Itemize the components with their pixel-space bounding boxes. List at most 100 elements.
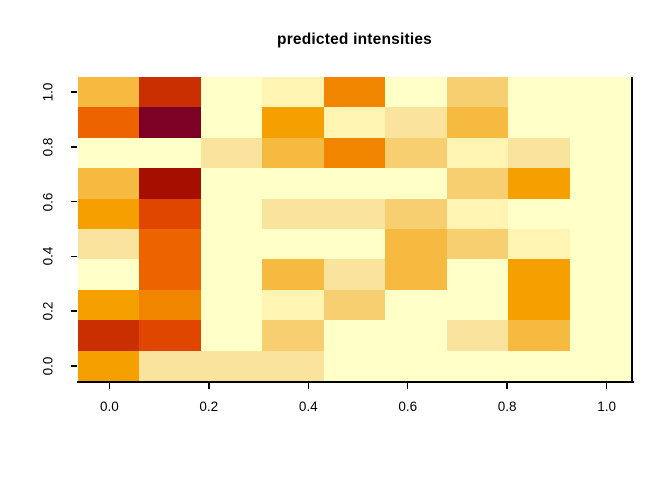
- heatmap-cell: [200, 320, 263, 351]
- heatmap-cell: [139, 320, 201, 351]
- heatmap-cell: [446, 77, 509, 108]
- heatmap-cell: [200, 289, 263, 321]
- heatmap-cell: [139, 77, 201, 108]
- heatmap-cell: [200, 228, 263, 260]
- y-axis-tick-label: 1.0: [40, 82, 56, 102]
- heatmap-cell: [569, 350, 631, 381]
- heatmap-cell: [446, 137, 509, 169]
- heatmap-cell: [508, 350, 570, 381]
- heatmap-cell: [139, 228, 201, 260]
- heatmap-cell: [78, 259, 140, 290]
- heatmap-cell: [446, 350, 509, 381]
- plot-border-right: [631, 77, 633, 383]
- heatmap-cell: [446, 228, 509, 260]
- heatmap-cell: [446, 259, 509, 290]
- heatmap-cell: [323, 350, 386, 381]
- heatmap-cell: [78, 289, 140, 321]
- heatmap-cell: [446, 320, 509, 351]
- heatmap-cell: [262, 77, 324, 108]
- heatmap-cell: [323, 137, 386, 169]
- y-axis-tick: [71, 365, 77, 367]
- heatmap-cell: [262, 198, 324, 229]
- heatmap-cell: [569, 289, 631, 321]
- y-axis-tick-label: 0.0: [40, 356, 56, 376]
- heatmap-cell: [446, 107, 509, 138]
- heatmap-cell: [508, 77, 570, 108]
- heatmap-cell: [323, 289, 386, 321]
- y-axis-tick-label: 0.8: [40, 137, 56, 157]
- heatmap-cell: [385, 259, 447, 290]
- heatmap-cell: [200, 198, 263, 229]
- heatmap-cell: [262, 228, 324, 260]
- heatmap-cell: [78, 350, 140, 381]
- heatmap-cell: [323, 228, 386, 260]
- heatmap-cell: [78, 228, 140, 260]
- y-axis-tick: [71, 255, 77, 258]
- heatmap-cell: [323, 259, 386, 290]
- heatmap-cell: [200, 259, 263, 290]
- x-axis-tick-label: 0.8: [497, 399, 517, 414]
- heatmap-cell: [78, 137, 140, 169]
- heatmap-cell: [262, 289, 324, 321]
- heatmap-cell: [569, 228, 631, 260]
- heatmap-cell: [569, 259, 631, 290]
- heatmap-cell: [569, 198, 631, 229]
- heatmap-cell: [385, 107, 447, 138]
- heatmap-cell: [78, 320, 140, 351]
- y-axis-tick: [71, 91, 77, 93]
- heatmap-cell: [569, 77, 631, 108]
- heatmap-cell: [508, 228, 570, 260]
- heatmap-cell: [78, 198, 140, 229]
- heatmap-cell: [139, 289, 201, 321]
- x-axis-tick-label: 0.4: [298, 399, 318, 414]
- heatmap-cell: [569, 168, 631, 199]
- heatmap-cell: [323, 168, 386, 199]
- heatmap-cell: [323, 77, 386, 108]
- x-axis-tick: [208, 383, 210, 389]
- plot-border-bottom: [77, 381, 634, 383]
- x-axis-tick: [108, 383, 111, 389]
- heatmap-cell: [569, 137, 631, 169]
- heatmap-cell: [446, 198, 509, 229]
- heatmap-cell: [139, 137, 201, 169]
- heatmap-cell: [262, 320, 324, 351]
- heatmap-cell: [385, 137, 447, 169]
- y-axis-tick-label: 0.6: [40, 192, 56, 212]
- y-axis-tick: [71, 200, 77, 203]
- x-axis-tick-label: 0.2: [199, 399, 219, 414]
- x-axis-tick-label: 0.0: [99, 399, 119, 414]
- heatmap-cell: [385, 168, 447, 199]
- x-axis-tick-label: 1.0: [597, 399, 617, 414]
- heatmap-cell: [139, 259, 201, 290]
- heatmap-cell: [508, 107, 570, 138]
- heatmap-cell: [385, 350, 447, 381]
- x-axis-tick: [406, 383, 409, 389]
- x-axis-tick: [307, 383, 309, 389]
- y-axis-tick-label: 0.4: [40, 246, 56, 266]
- heatmap-cell: [385, 77, 447, 108]
- heatmap-cell: [262, 168, 324, 199]
- x-axis-tick: [605, 383, 608, 389]
- heatmap-plot-area: [78, 77, 631, 381]
- heatmap-cell: [385, 289, 447, 321]
- heatmap-cell: [262, 259, 324, 290]
- heatmap-cell: [508, 259, 570, 290]
- chart-title: predicted intensities: [277, 31, 432, 48]
- y-axis-tick: [71, 146, 77, 148]
- heatmap-cell: [200, 107, 263, 138]
- heatmap-cell: [200, 350, 263, 381]
- heatmap-cell: [569, 107, 631, 138]
- heatmap-cell: [139, 107, 201, 138]
- heatmap-cell: [200, 77, 263, 108]
- heatmap-cell: [385, 198, 447, 229]
- heatmap-cell: [262, 350, 324, 381]
- heatmap-cell: [262, 137, 324, 169]
- heatmap-cell: [323, 107, 386, 138]
- heatmap-cell: [200, 168, 263, 199]
- heatmap-cell: [569, 320, 631, 351]
- heatmap-cell: [446, 168, 509, 199]
- heatmap-cell: [508, 320, 570, 351]
- y-axis-tick: [71, 310, 77, 312]
- heatmap-cell: [262, 107, 324, 138]
